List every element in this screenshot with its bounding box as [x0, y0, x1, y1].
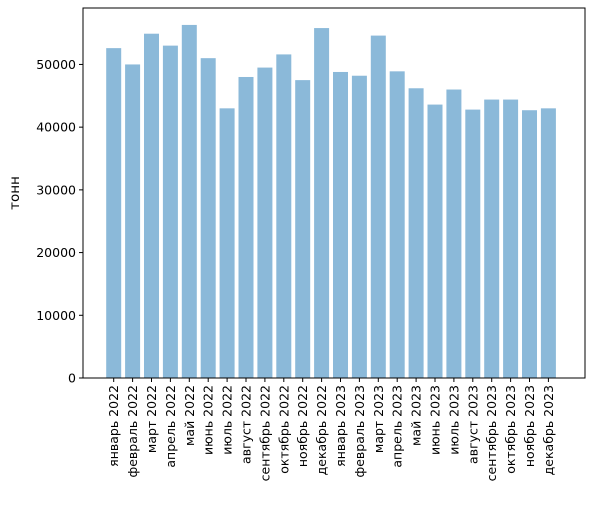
bar	[465, 109, 481, 378]
bar	[427, 104, 443, 379]
x-tick-label: август 2023	[465, 385, 480, 464]
bar	[351, 75, 367, 378]
y-tick-label: 50000	[36, 57, 76, 72]
y-axis-label: тонн	[7, 176, 23, 210]
x-tick-label: ноябрь 2023	[522, 385, 537, 467]
bar	[446, 89, 462, 378]
x-tick-label: январь 2023	[333, 385, 348, 467]
bar	[106, 48, 122, 379]
y-tick-label: 30000	[36, 182, 76, 197]
bar	[238, 76, 254, 379]
bar	[314, 28, 330, 378]
x-tick-label: октябрь 2023	[503, 385, 518, 474]
bar	[540, 108, 556, 378]
x-tick-label: февраль 2023	[352, 385, 367, 477]
x-tick-label: апрель 2022	[163, 385, 178, 468]
x-tick-label: декабрь 2022	[314, 385, 329, 475]
x-tick-label: июль 2023	[446, 385, 461, 455]
bar	[484, 99, 500, 378]
x-tick-label: декабрь 2023	[541, 385, 556, 475]
x-tick-label: февраль 2022	[125, 385, 140, 477]
bar	[181, 24, 197, 379]
y-tick-label: 40000	[36, 120, 76, 135]
x-tick-label: январь 2022	[106, 385, 121, 467]
x-tick-label: март 2023	[371, 385, 386, 453]
x-tick-label: ноябрь 2022	[295, 385, 310, 467]
x-tick-label: август 2022	[239, 385, 254, 464]
x-tick-label: июнь 2023	[428, 385, 443, 455]
bar	[503, 99, 519, 378]
bar	[276, 54, 292, 379]
bar	[144, 33, 159, 379]
bar	[200, 58, 216, 378]
plot-frame	[82, 7, 586, 379]
bars-group	[106, 24, 556, 379]
x-axis-ticks: январь 2022 февраль 2022 март 2022 апрель 2…	[106, 378, 556, 481]
y-tick-label: 20000	[36, 245, 76, 260]
bar	[125, 64, 141, 379]
x-tick-label: сентябрь 2023	[484, 385, 499, 481]
x-tick-label: сентябрь 2022	[257, 385, 272, 481]
bar	[370, 35, 386, 378]
x-tick-label: май 2023	[409, 385, 424, 446]
x-tick-label: март 2022	[144, 385, 159, 453]
bar	[162, 45, 178, 379]
x-tick-label: июнь 2022	[201, 385, 216, 455]
x-tick-label: май 2022	[182, 385, 197, 446]
x-tick-label: июль 2022	[220, 385, 235, 455]
x-tick-label: октябрь 2022	[276, 385, 291, 474]
bar	[522, 110, 537, 378]
bar	[389, 71, 405, 378]
bar	[219, 108, 235, 378]
bar	[333, 71, 348, 379]
y-tick-label: 10000	[36, 308, 76, 323]
bar	[257, 67, 273, 379]
x-tick-label: апрель 2023	[390, 385, 405, 468]
y-tick-label: 0	[68, 371, 76, 386]
bar	[295, 80, 311, 378]
bar	[408, 88, 424, 379]
y-axis-ticks: 0 10000 20000 30000 40000 50000	[36, 57, 83, 386]
